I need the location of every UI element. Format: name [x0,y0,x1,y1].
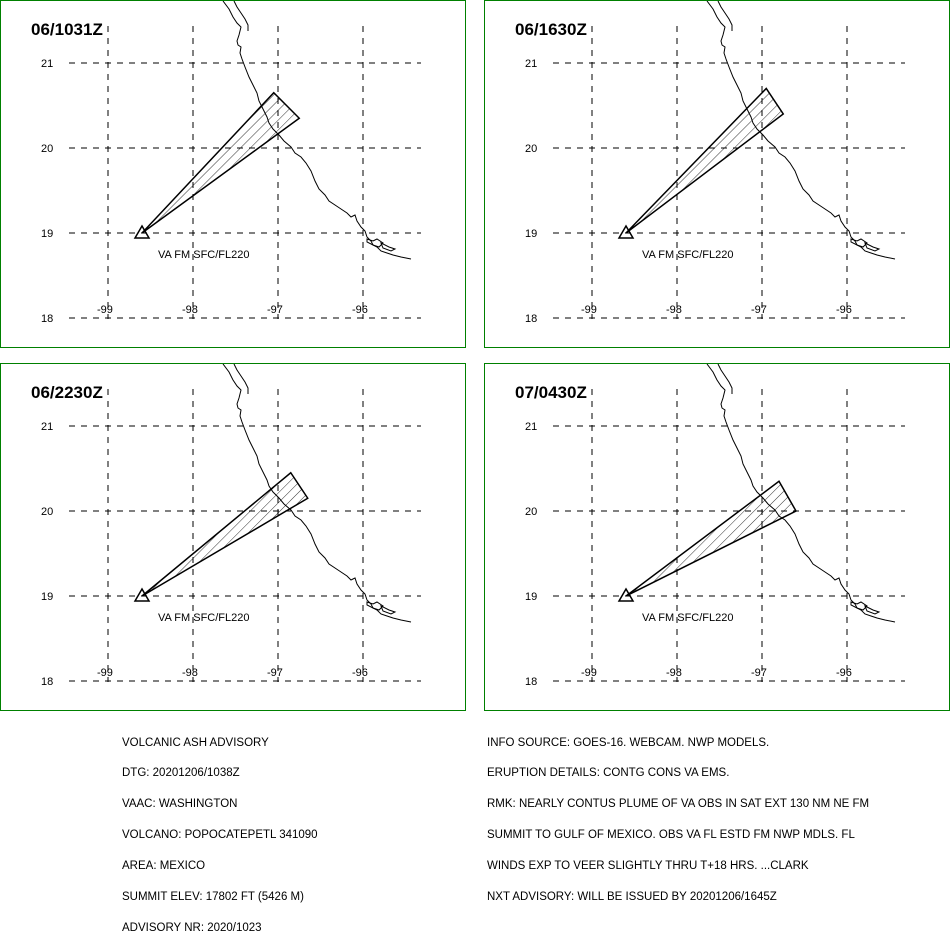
volcano-triangle-icon [617,224,635,239]
advisory-line: AREA: MEXICO [122,860,206,873]
latitude-tick-label: 18 [525,676,537,688]
longitude-tick-label: -96 [352,667,368,679]
latitude-tick-label: 21 [525,58,537,70]
latitude-tick-label: 18 [41,313,53,325]
ash-plume-polygon [625,87,785,234]
longitude-tick-label: -96 [836,667,852,679]
advisory-line: RMK: NEARLY CONTUS PLUME OF VA OBS IN SA… [487,798,870,811]
longitude-tick-label: -98 [182,304,198,316]
plume-altitude-label: VA FM SFC/FL220 [158,612,250,624]
volcano-triangle-icon [133,587,151,602]
map-svg: 21 20 19 18 -99 -98 -97 -96 VA FM SFC/FL220 [41,1,421,325]
volcano-triangle-icon [617,587,635,602]
longitude-tick-label: -99 [97,667,113,679]
advisory-line: VOLCANO: POPOCATEPETL 341090 [122,829,318,842]
forecast-time-label: 06/2230Z [31,383,103,402]
latitude-tick-label: 20 [41,143,53,155]
longitude-tick-label: -98 [182,667,198,679]
map-panel-3: 06/2230Z 21 20 19 18 -99 -98 -97 -96 VA FM SFC/F… [0,363,466,711]
latitude-tick-label: 19 [525,228,537,240]
advisory-line: DTG: 20201206/1038Z [122,767,240,780]
longitude-tick-label: -97 [267,304,283,316]
advisory-line: ERUPTION DETAILS: CONTG CONS VA EMS. [487,767,730,780]
plume-altitude-label: VA FM SFC/FL220 [158,249,250,261]
latitude-tick-label: 21 [41,421,53,433]
latitude-tick-label: 20 [41,506,53,518]
ash-plume-polygon [625,480,798,597]
advisory-line: SUMMIT ELEV: 17802 FT (5426 M) [122,891,304,904]
advisory-line: NXT ADVISORY: WILL BE ISSUED BY 20201206… [487,891,777,904]
latitude-tick-label: 20 [525,143,537,155]
coastline [222,364,412,623]
coastline [222,1,412,260]
island [380,604,397,615]
map-panel-4: 07/0430Z 21 20 19 18 -99 -98 -97 -96 VA FM SFC/F… [484,363,950,711]
longitude-tick-label: -98 [666,667,682,679]
longitude-tick-label: -99 [97,304,113,316]
latitude-tick-label: 20 [525,506,537,518]
forecast-time-label: 06/1031Z [31,20,103,39]
island [366,601,384,611]
coastline-inlet [233,364,249,394]
latitude-tick-label: 21 [41,58,53,70]
forecast-time-label: 07/0430Z [515,383,587,402]
island [380,241,397,252]
advisory-remarks-text: INFO SOURCE: GOES-16. WEBCAM. NWP MODELS… [487,717,869,913]
longitude-tick-label: -97 [751,667,767,679]
map-panel-2: 06/1630Z 21 20 19 18 -99 -98 -97 -96 VA FM SFC/F… [484,0,950,348]
latitude-tick-label: 18 [41,676,53,688]
latitude-tick-label: 19 [41,228,53,240]
ash-plume-polygon [141,471,309,597]
longitude-tick-label: -99 [581,667,597,679]
advisory-line: VAAC: WASHINGTON [122,798,238,811]
forecast-time-label: 06/1630Z [515,20,587,39]
island [864,241,881,252]
map-svg: 21 20 19 18 -99 -98 -97 -96 VA FM SFC/FL220 [41,364,421,688]
plume-altitude-label: VA FM SFC/FL220 [642,249,734,261]
coastline-inlet [717,364,733,394]
latitude-tick-label: 19 [525,591,537,603]
longitude-tick-label: -96 [352,304,368,316]
longitude-tick-label: -96 [836,304,852,316]
ash-plume-polygon [141,91,301,234]
coastline [706,364,896,623]
island [850,601,868,611]
map-svg: 21 20 19 18 -99 -98 -97 -96 VA FM SFC/FL220 [525,364,905,688]
longitude-tick-label: -99 [581,304,597,316]
map-svg: 21 20 19 18 -99 -98 -97 -96 VA FM SFC/FL220 [525,1,905,325]
island [864,604,881,615]
coastline-inlet [717,1,733,31]
latitude-tick-label: 21 [525,421,537,433]
longitude-tick-label: -97 [751,304,767,316]
advisory-line: SUMMIT TO GULF OF MEXICO. OBS VA FL ESTD… [487,829,855,842]
plume-altitude-label: VA FM SFC/FL220 [642,612,734,624]
island [850,238,868,248]
coastline-inlet [233,1,249,31]
advisory-line: INFO SOURCE: GOES-16. WEBCAM. NWP MODELS… [487,736,770,749]
advisory-line: ADVISORY NR: 2020/1023 [122,921,262,934]
advisory-line: VOLCANIC ASH ADVISORY [122,736,269,749]
longitude-tick-label: -97 [267,667,283,679]
volcano-triangle-icon [133,224,151,239]
island [366,238,384,248]
advisory-header-text: VOLCANIC ASH ADVISORY DTG: 20201206/1038… [122,717,318,944]
latitude-tick-label: 18 [525,313,537,325]
advisory-line: WINDS EXP TO VEER SLIGHTLY THRU T+18 HRS… [487,860,809,873]
coastline [706,1,896,260]
latitude-tick-label: 19 [41,591,53,603]
map-panel-1: 06/1031Z 21 20 19 18 -99 -98 -97 -96 VA FM SFC/F… [0,0,466,348]
longitude-tick-label: -98 [666,304,682,316]
